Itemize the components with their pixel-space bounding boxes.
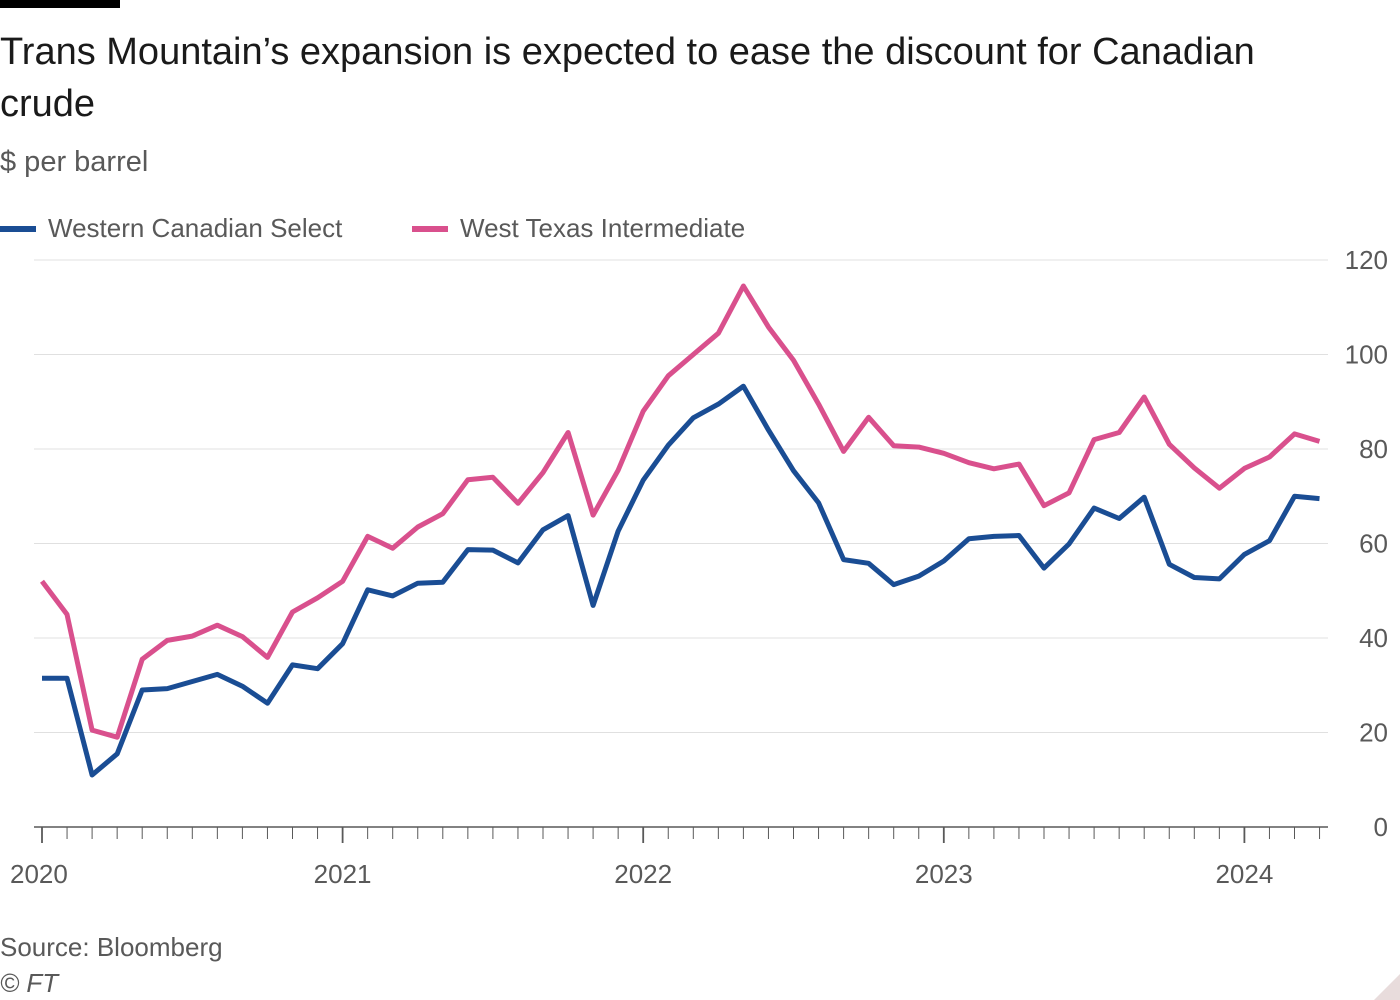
- y-axis: 0 20 40 60 80 100 120: [1345, 245, 1388, 842]
- y-tick-label-0: 0: [1374, 812, 1388, 842]
- x-tick-label-2022: 2022: [614, 859, 672, 889]
- grid-layer: [34, 259, 1328, 733]
- series-line-wti: [40, 283, 1321, 740]
- copyright-note: © FT: [0, 968, 59, 998]
- ft-top-bar: [0, 0, 120, 8]
- series-line-wcs: [42, 383, 1320, 778]
- legend-swatch-wti: [412, 226, 448, 232]
- x-tick-label-2020: 2020: [10, 859, 68, 889]
- x-tick-label-2021: 2021: [314, 859, 372, 889]
- y-tick-label-100: 100: [1345, 340, 1388, 370]
- series-layer: [40, 283, 1321, 778]
- y-tick-label-20: 20: [1359, 718, 1388, 748]
- y-tick-label-60: 60: [1359, 529, 1388, 559]
- source-note: Source: Bloomberg: [0, 932, 223, 962]
- x-axis: 2020 2021 2022 2023 2024: [10, 826, 1328, 889]
- line-chart: 0 20 40 60 80 100 120 2020 2021 2022 2023 2024: [10, 245, 1388, 889]
- y-tick-label-40: 40: [1359, 623, 1388, 653]
- chart-title: Trans Mountain’s expansion is expected t…: [0, 31, 1255, 125]
- x-tick-label-2024: 2024: [1215, 859, 1273, 889]
- legend-label-wcs: Western Canadian Select: [48, 213, 343, 243]
- legend-swatch-wcs: [0, 226, 36, 232]
- legend-label-wti: West Texas Intermediate: [460, 213, 746, 243]
- x-tick-label-2023: 2023: [915, 859, 973, 889]
- y-tick-label-120: 120: [1345, 245, 1388, 275]
- corner-fold: [1374, 974, 1400, 1000]
- chart-subtitle: $ per barrel: [0, 146, 149, 178]
- y-tick-label-80: 80: [1359, 434, 1388, 464]
